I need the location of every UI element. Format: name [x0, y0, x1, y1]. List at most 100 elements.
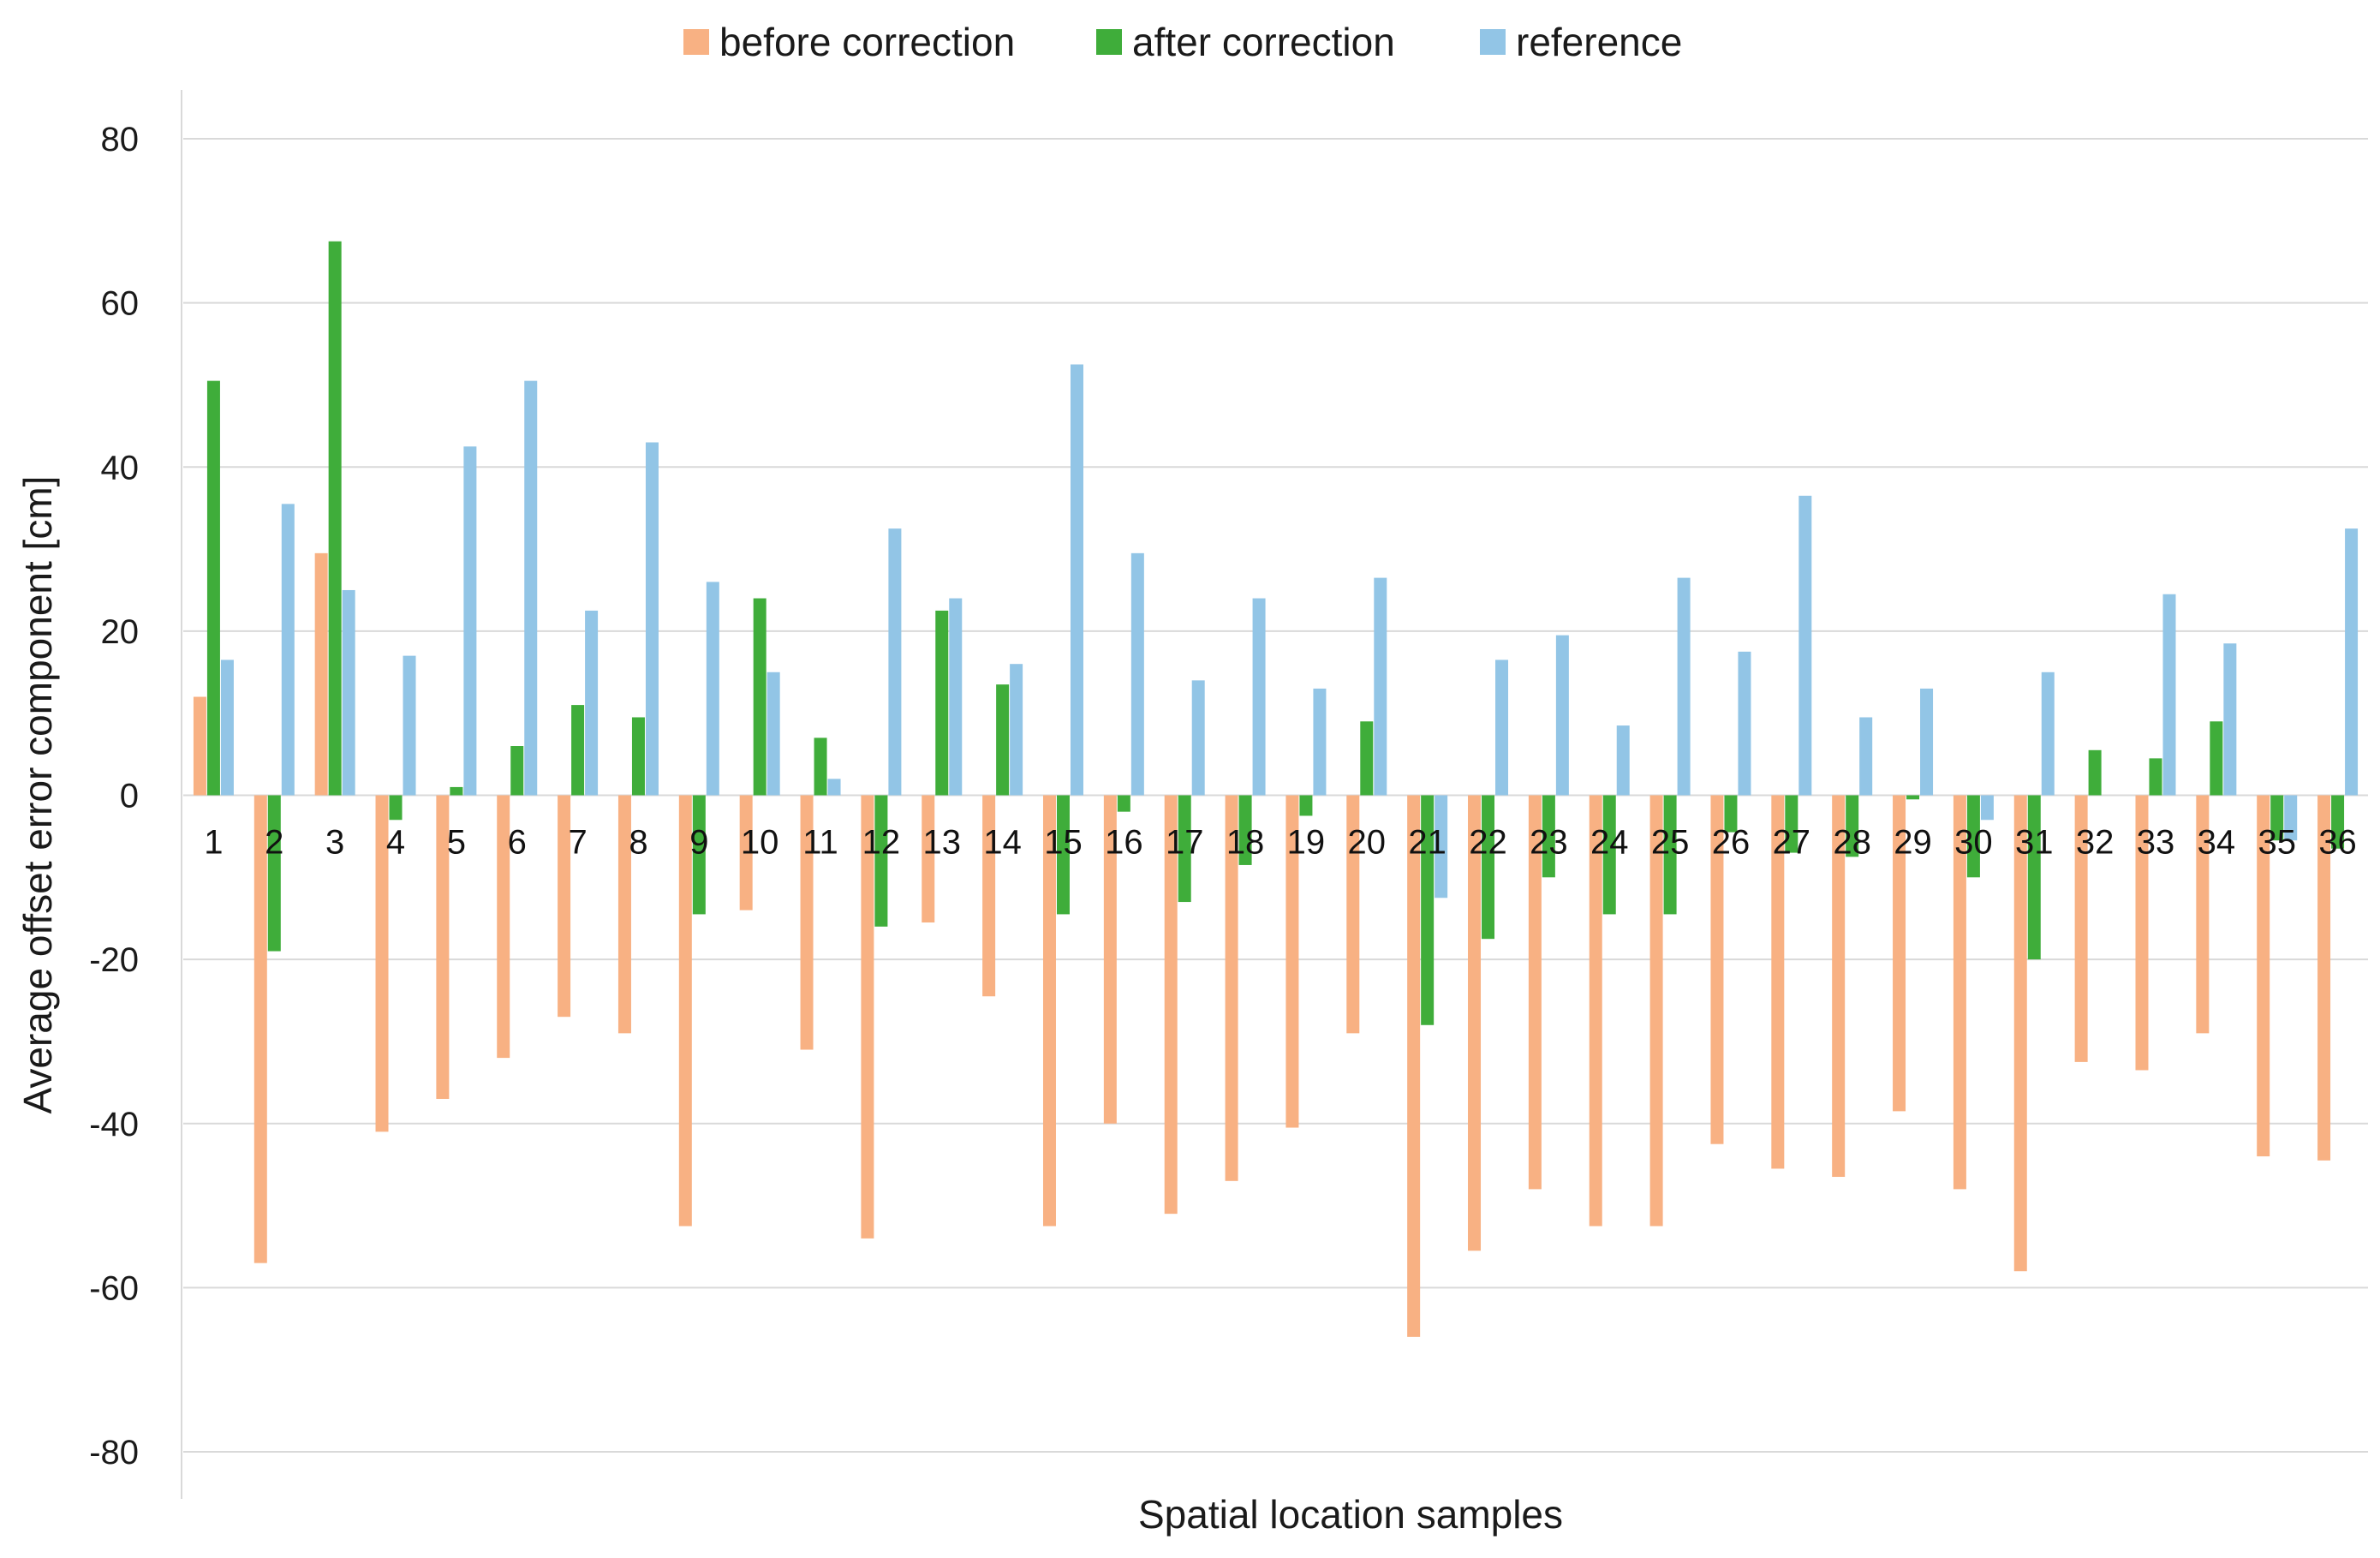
x-category-label: 22: [1469, 824, 1507, 862]
x-axis-category-labels: 1 2 3 4 5 6 7 8 9 10 11 12 13 14 15 16 17 18 19 20 21 22 23 24 2…: [204, 824, 2357, 862]
y-tick-label: 40: [101, 449, 140, 487]
bar-after-correction-6: [510, 746, 524, 796]
y-tick-label: -80: [89, 1434, 139, 1471]
x-category-label: 2: [265, 824, 283, 862]
bar-after-correction-27: [1785, 795, 1798, 853]
bar-before-correction-36: [2317, 795, 2331, 1161]
bar-after-correction-14: [996, 684, 1010, 796]
bar-after-correction-2: [267, 795, 281, 952]
bar-reference-34: [2223, 643, 2237, 796]
bar-reference-12: [888, 528, 902, 796]
bar-reference-2: [281, 504, 295, 796]
x-category-label: 10: [741, 824, 779, 862]
x-category-label: 13: [923, 824, 962, 862]
bar-after-correction-22: [1482, 795, 1495, 940]
x-category-label: 34: [2198, 824, 2236, 862]
bar-after-correction-8: [631, 717, 645, 796]
bar-reference-7: [585, 610, 599, 796]
bar-after-correction-15: [1056, 795, 1070, 915]
x-category-label: 35: [2258, 824, 2296, 862]
bar-reference-23: [1555, 635, 1569, 796]
bar-before-correction-9: [678, 795, 692, 1227]
bar-before-correction-17: [1164, 795, 1178, 1215]
bar-before-correction-18: [1225, 795, 1238, 1181]
x-category-label: 16: [1105, 824, 1143, 862]
bar-reference-27: [1798, 495, 1812, 796]
x-category-label: 3: [325, 824, 344, 862]
x-category-label: 23: [1530, 824, 1568, 862]
bar-after-correction-3: [328, 241, 342, 796]
bar-before-correction-10: [739, 795, 753, 910]
bar-before-correction-14: [982, 795, 996, 997]
bar-before-correction-35: [2257, 795, 2270, 1157]
bar-reference-8: [645, 442, 659, 796]
bar-after-correction-16: [1117, 795, 1130, 812]
gridlines: [183, 138, 2368, 1453]
bar-before-correction-21: [1407, 795, 1421, 1337]
bar-before-correction-12: [861, 795, 874, 1239]
bar-after-correction-34: [2210, 721, 2223, 796]
x-category-label: 14: [983, 824, 1022, 862]
bar-after-correction-32: [2088, 749, 2102, 796]
y-tick-label: -60: [89, 1269, 139, 1307]
bar-after-correction-10: [753, 598, 766, 796]
bar-reference-35: [2284, 795, 2298, 841]
bar-reference-26: [1738, 651, 1751, 796]
y-tick-label: 20: [101, 613, 140, 651]
legend: before correction after correction refer…: [683, 20, 1682, 64]
bar-before-correction-31: [2013, 795, 2027, 1272]
bar-reference-28: [1859, 717, 1873, 796]
bar-after-correction-24: [1602, 795, 1616, 915]
x-category-label: 25: [1651, 824, 1690, 862]
x-category-label: 32: [2076, 824, 2115, 862]
bar-after-correction-1: [206, 380, 220, 796]
bar-after-correction-11: [814, 737, 827, 796]
legend-swatch-reference: [1480, 29, 1506, 55]
bar-after-correction-7: [571, 705, 585, 796]
bar-after-correction-33: [2149, 758, 2162, 796]
bar-reference-3: [342, 589, 355, 796]
bar-after-correction-35: [2270, 795, 2284, 841]
bar-reference-14: [1010, 664, 1023, 796]
x-category-label: 26: [1712, 824, 1751, 862]
bar-before-correction-2: [254, 795, 267, 1263]
bar-before-correction-4: [375, 795, 389, 1132]
bar-before-correction-34: [2196, 795, 2210, 1034]
bar-reference-29: [1920, 688, 1934, 796]
y-tick-label: -20: [89, 941, 139, 979]
x-category-label: 21: [1408, 824, 1446, 862]
x-category-label: 19: [1287, 824, 1326, 862]
x-category-label: 31: [2015, 824, 2054, 862]
bar-after-correction-25: [1663, 795, 1677, 915]
x-category-label: 15: [1044, 824, 1083, 862]
bar-before-correction-19: [1285, 795, 1299, 1128]
bar-reference-13: [949, 598, 963, 796]
x-category-label: 8: [629, 824, 647, 862]
x-category-label: 30: [1954, 824, 1993, 862]
bar-after-correction-13: [935, 610, 949, 796]
bar-after-correction-9: [692, 795, 706, 915]
legend-label-before-correction: before correction: [719, 20, 1015, 64]
bar-before-correction-8: [617, 795, 631, 1034]
bar-after-correction-36: [2331, 795, 2345, 849]
x-category-label: 9: [689, 824, 708, 862]
bar-before-correction-23: [1528, 795, 1542, 1190]
x-category-label: 11: [802, 824, 838, 862]
bar-reference-30: [1980, 795, 1994, 821]
legend-swatch-after-correction: [1096, 29, 1122, 55]
bar-before-correction-25: [1649, 795, 1663, 1227]
x-category-label: 1: [204, 824, 223, 862]
bar-before-correction-11: [800, 795, 814, 1050]
x-axis-title: Spatial location samples: [1138, 1492, 1563, 1537]
x-category-label: 18: [1226, 824, 1265, 862]
bar-reference-9: [706, 582, 719, 796]
bar-before-correction-26: [1710, 795, 1724, 1144]
bar-reference-24: [1616, 725, 1630, 796]
bar-after-correction-4: [389, 795, 403, 821]
bar-after-correction-28: [1846, 795, 1859, 857]
bar-after-correction-12: [874, 795, 888, 927]
legend-swatch-before-correction: [683, 29, 709, 55]
legend-label-after-correction: after correction: [1132, 20, 1395, 64]
bar-before-correction-33: [2135, 795, 2149, 1071]
